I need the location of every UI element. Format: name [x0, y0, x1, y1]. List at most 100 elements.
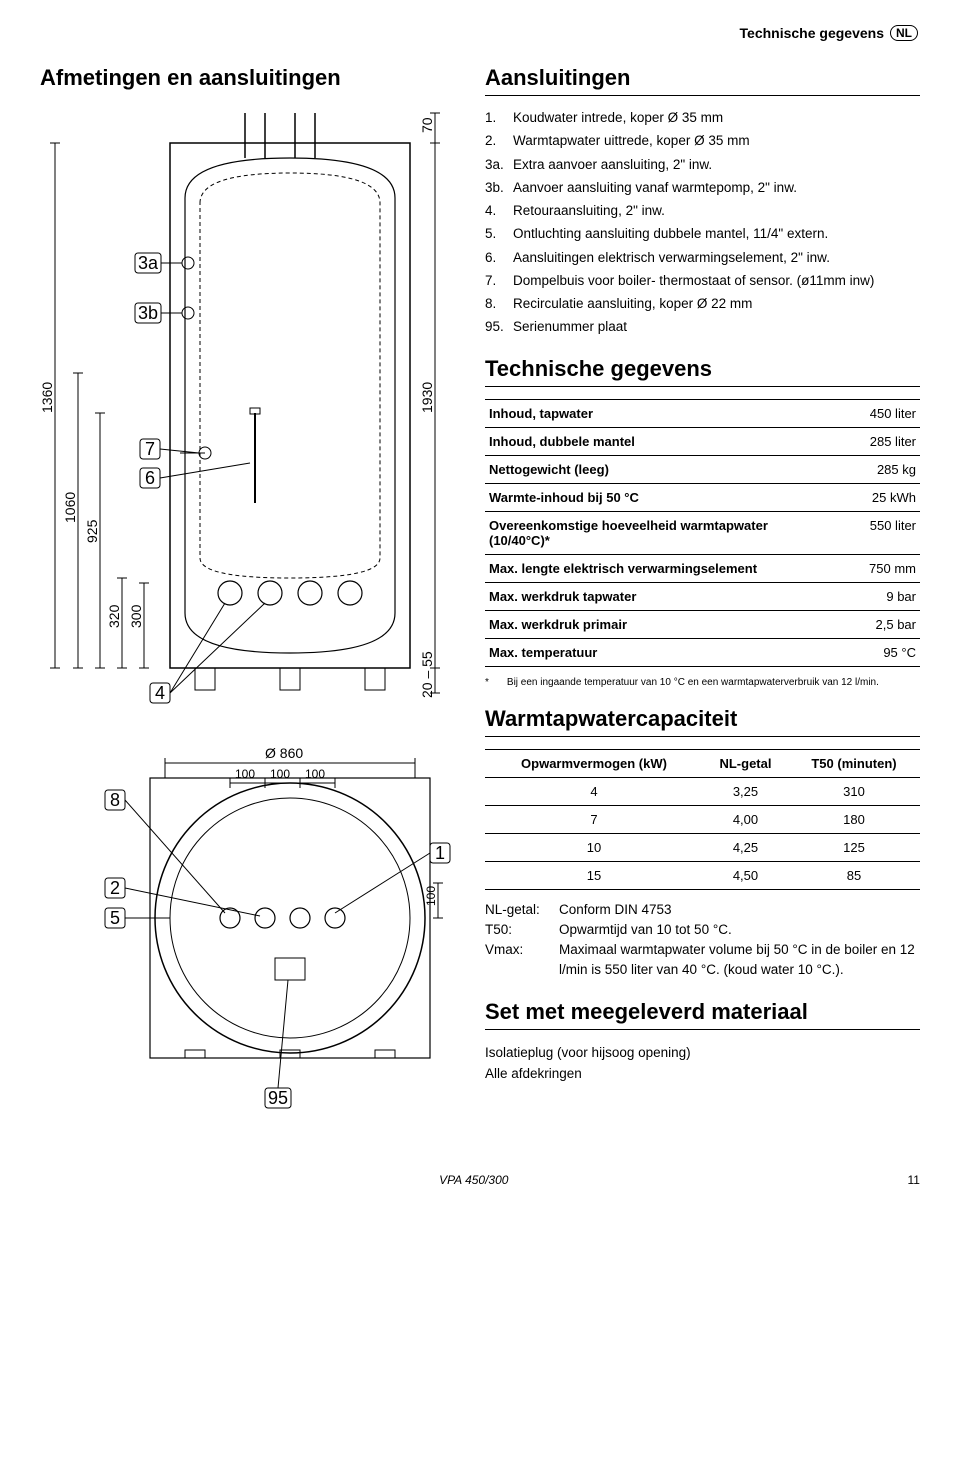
set-heading: Set met meegeleverd materiaal [485, 999, 920, 1030]
conn-text: Dompelbuis voor boiler- thermostaat of s… [513, 271, 874, 291]
conn-text: Extra aanvoer aansluiting, 2" inw. [513, 155, 712, 175]
callout-2: 2 [110, 878, 120, 898]
cap-cell: 4,25 [703, 833, 788, 861]
callout-3b: 3b [138, 303, 158, 323]
left-heading: Afmetingen en aansluitingen [40, 65, 460, 91]
diagram-side-view: 1360 1060 925 320 300 70 1930 20 – 55 [40, 103, 460, 723]
conn-text: Recirculatie aansluiting, koper Ø 22 mm [513, 294, 752, 314]
conn-text: Aansluitingen elektrisch verwarmingselem… [513, 248, 830, 268]
cap-cell: 4,50 [703, 861, 788, 889]
footnote-text: Bij een ingaande temperatuur van 10 °C e… [507, 677, 879, 688]
callout-8: 8 [110, 790, 120, 810]
conn-num: 95. [485, 317, 513, 337]
def-term: T50: [485, 920, 559, 940]
spec-val: 9 bar [832, 582, 920, 610]
callout-6: 6 [145, 468, 155, 488]
spec-key: Inhoud, tapwater [485, 399, 832, 427]
callout-3a: 3a [138, 253, 159, 273]
dim-1360: 1360 [40, 382, 55, 413]
capacity-table: Opwarmvermogen (kW) NL-getal T50 (minute… [485, 749, 920, 890]
dim-diameter: Ø 860 [265, 745, 303, 761]
dim-1930: 1930 [419, 382, 435, 413]
def-text: Opwarmtijd van 10 tot 50 °C. [559, 920, 732, 940]
conn-num: 3a. [485, 155, 513, 175]
def-text: Conform DIN 4753 [559, 900, 672, 920]
callout-5: 5 [110, 908, 120, 928]
def-term: NL-getal: [485, 900, 559, 920]
cap-cell: 10 [485, 833, 703, 861]
spec-key: Max. werkdruk tapwater [485, 582, 832, 610]
set-list: Isolatieplug (voor hijsoog opening) Alle… [485, 1042, 920, 1085]
cap-header: NL-getal [703, 749, 788, 777]
dim-320: 320 [106, 604, 122, 628]
conn-num: 8. [485, 294, 513, 314]
conn-num: 4. [485, 201, 513, 221]
def-term: Vmax: [485, 940, 559, 981]
dim-300: 300 [128, 604, 144, 628]
cap-cell: 15 [485, 861, 703, 889]
footnote-star: * [485, 677, 489, 688]
footer-model: VPA 450/300 [439, 1173, 508, 1187]
header-title: Technische gegevens [740, 25, 884, 41]
conn-text: Retouraansluiting, 2" inw. [513, 201, 665, 221]
spec-key: Max. werkdruk primair [485, 610, 832, 638]
spec-val: 95 °C [832, 638, 920, 666]
dim-s100c: 100 [305, 767, 325, 781]
conn-num: 3b. [485, 178, 513, 198]
spec-key: Overeenkomstige hoeveelheid warmtapwater… [485, 511, 832, 554]
spec-val: 750 mm [832, 554, 920, 582]
spec-key: Max. temperatuur [485, 638, 832, 666]
cap-cell: 310 [788, 777, 920, 805]
page-footer: VPA 450/300 11 [40, 1173, 920, 1187]
conn-text: Aanvoer aansluiting vanaf warmtepomp, 2"… [513, 178, 797, 198]
cap-cell: 85 [788, 861, 920, 889]
spec-val: 550 liter [832, 511, 920, 554]
cap-heading: Warmtapwatercapaciteit [485, 706, 920, 737]
dim-1060: 1060 [62, 492, 78, 523]
dim-s100d: 100 [424, 886, 438, 906]
definitions: NL-getal:Conform DIN 4753 T50:Opwarmtijd… [485, 900, 920, 981]
conn-text: Warmtapwater uittrede, koper Ø 35 mm [513, 131, 750, 151]
callout-7: 7 [145, 439, 155, 459]
lang-badge: NL [890, 25, 918, 41]
tech-heading: Technische gegevens [485, 356, 920, 387]
conn-num: 5. [485, 224, 513, 244]
conn-text: Koudwater intrede, koper Ø 35 mm [513, 108, 723, 128]
dim-2055: 20 – 55 [419, 651, 435, 698]
conn-num: 2. [485, 131, 513, 151]
def-text: Maximaal warmtapwater volume bij 50 °C i… [559, 940, 920, 981]
callout-95: 95 [268, 1088, 288, 1108]
conn-num: 7. [485, 271, 513, 291]
dim-925: 925 [84, 519, 100, 543]
conn-text: Serienummer plaat [513, 317, 627, 337]
conn-num: 1. [485, 108, 513, 128]
cap-cell: 4 [485, 777, 703, 805]
dim-s100b: 100 [270, 767, 290, 781]
set-item: Isolatieplug (voor hijsoog opening) [485, 1042, 920, 1064]
connections-list: 1.Koudwater intrede, koper Ø 35 mm 2.War… [485, 108, 920, 338]
conn-num: 6. [485, 248, 513, 268]
dim-70: 70 [419, 117, 435, 133]
spec-val: 450 liter [832, 399, 920, 427]
conn-text: Ontluchting aansluiting dubbele mantel, … [513, 224, 828, 244]
cap-header: T50 (minuten) [788, 749, 920, 777]
spec-val: 285 liter [832, 427, 920, 455]
spec-val: 2,5 bar [832, 610, 920, 638]
spec-key: Warmte-inhoud bij 50 °C [485, 483, 832, 511]
cap-cell: 3,25 [703, 777, 788, 805]
right-heading: Aansluitingen [485, 65, 920, 96]
spec-key: Max. lengte elektrisch verwarmingselemen… [485, 554, 832, 582]
diagram-top-view: Ø 860 100 100 100 100 [40, 728, 460, 1128]
spec-val: 285 kg [832, 455, 920, 483]
tech-spec-table: Inhoud, tapwater450 liter Inhoud, dubbel… [485, 399, 920, 667]
set-item: Alle afdekringen [485, 1063, 920, 1085]
spec-key: Nettogewicht (leeg) [485, 455, 832, 483]
cap-cell: 125 [788, 833, 920, 861]
cap-cell: 4,00 [703, 805, 788, 833]
dim-s100a: 100 [235, 767, 255, 781]
footnote: * Bij een ingaande temperatuur van 10 °C… [485, 677, 920, 688]
footer-page: 11 [908, 1173, 920, 1187]
cap-header: Opwarmvermogen (kW) [485, 749, 703, 777]
cap-cell: 7 [485, 805, 703, 833]
spec-key: Inhoud, dubbele mantel [485, 427, 832, 455]
